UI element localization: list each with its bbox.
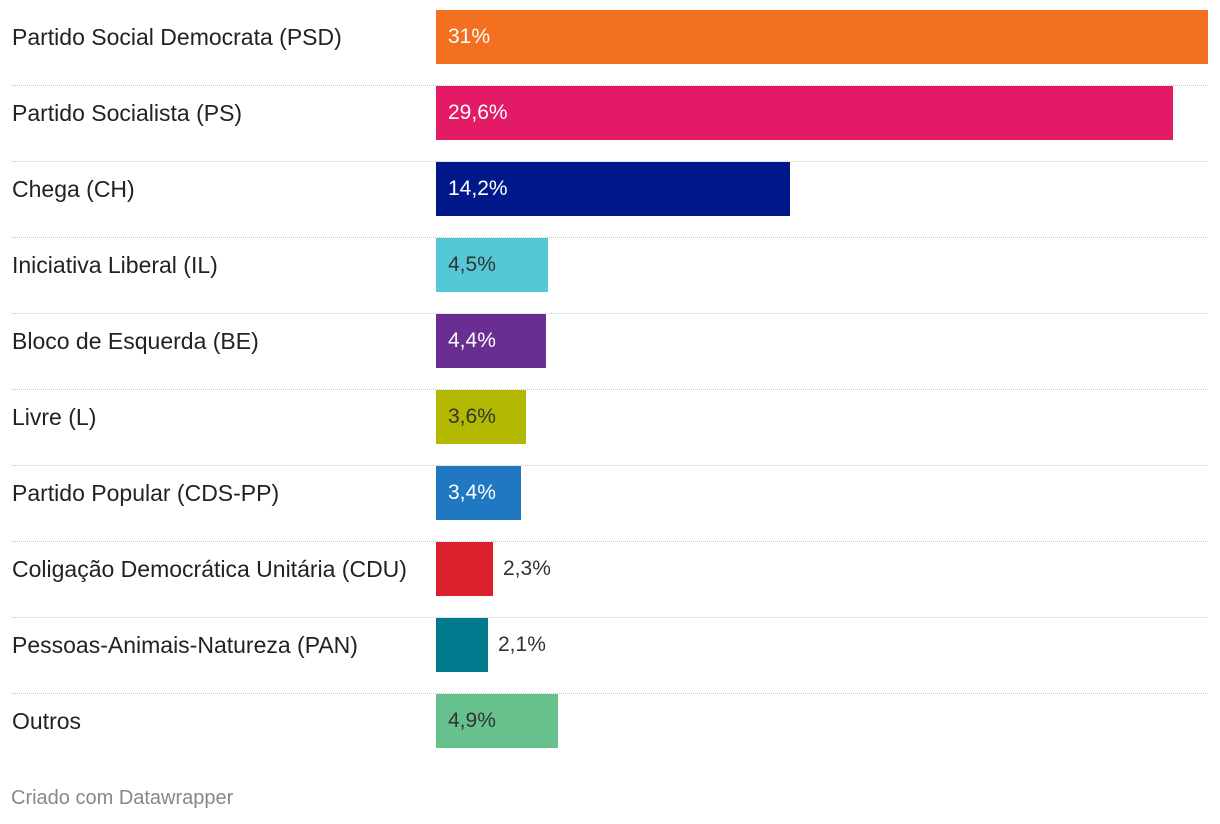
category-label: Partido Social Democrata (PSD) <box>12 24 342 50</box>
bar <box>436 10 1208 64</box>
category-label: Iniciativa Liberal (IL) <box>12 252 218 278</box>
category-label: Partido Popular (CDS-PP) <box>12 480 280 506</box>
value-label: 2,3% <box>503 557 551 580</box>
credit-text[interactable]: Criado com Datawrapper <box>11 787 234 809</box>
value-label: 29,6% <box>448 101 508 124</box>
value-label: 3,4% <box>448 481 496 504</box>
bar <box>436 694 558 748</box>
value-label: 4,5% <box>448 253 496 276</box>
bar <box>436 86 1173 140</box>
bar <box>436 390 526 444</box>
value-label: 31% <box>448 25 491 48</box>
chart-row: Partido Popular (CDS-PP) 3,4% <box>12 466 1208 542</box>
chart-row: Bloco de Esquerda (BE) 4,4% <box>12 314 1208 390</box>
category-label: Bloco de Esquerda (BE) <box>12 328 259 354</box>
chart-row: Iniciativa Liberal (IL) 4,5% <box>12 238 1208 314</box>
category-label: Outros <box>12 708 82 734</box>
value-label: 4,4% <box>448 329 496 352</box>
bar <box>436 238 548 292</box>
bar <box>436 618 488 672</box>
value-label: 4,9% <box>448 709 496 732</box>
chart-row: Livre (L) 3,6% <box>12 390 1208 466</box>
value-label: 2,1% <box>498 633 546 656</box>
chart-row: Partido Social Democrata (PSD) 31% <box>12 10 1208 86</box>
bar <box>436 162 790 216</box>
chart-row: Outros 4,9% <box>12 694 1208 770</box>
value-label: 14,2% <box>448 177 508 200</box>
category-label: Coligação Democrática Unitária (CDU) <box>12 556 407 582</box>
bar <box>436 466 521 520</box>
bar <box>436 314 546 368</box>
chart-row: Chega (CH) 14,2% <box>12 162 1208 238</box>
category-label: Pessoas-Animais-Natureza (PAN) <box>12 632 358 658</box>
category-label: Partido Socialista (PS) <box>12 100 243 126</box>
chart-row: Coligação Democrática Unitária (CDU) 2,3% <box>12 542 1208 618</box>
bar <box>436 542 493 596</box>
category-label: Chega (CH) <box>12 176 135 202</box>
category-label: Livre (L) <box>12 404 97 430</box>
chart-row: Pessoas-Animais-Natureza (PAN) 2,1% <box>12 618 1208 694</box>
value-label: 3,6% <box>448 405 496 428</box>
chart-row: Partido Socialista (PS) 29,6% <box>12 86 1208 162</box>
